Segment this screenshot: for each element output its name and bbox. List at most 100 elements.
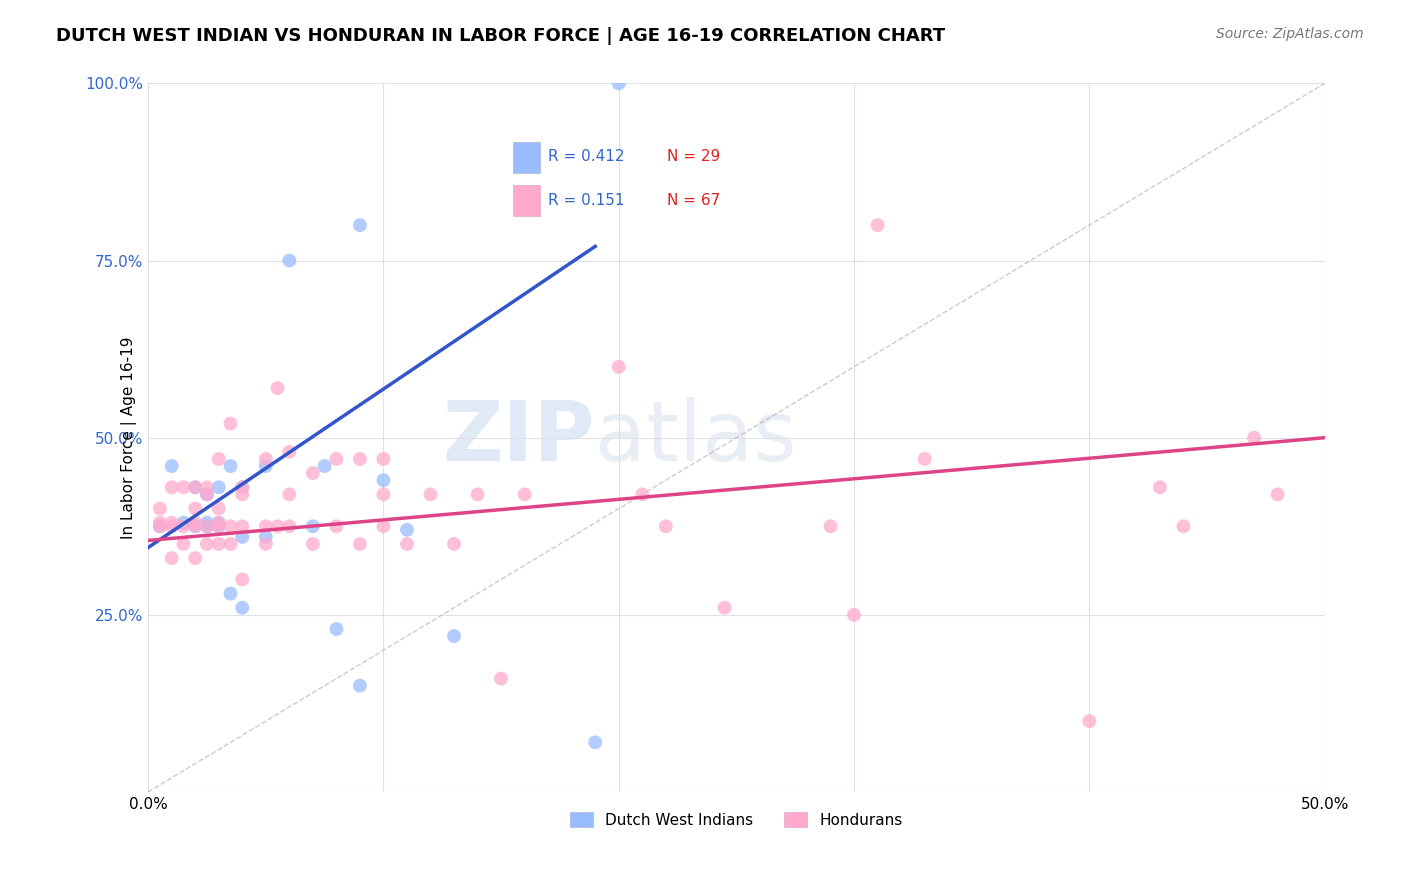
Point — [373, 473, 395, 487]
Point — [278, 445, 301, 459]
Point — [149, 519, 172, 533]
Point — [160, 519, 183, 533]
Point — [208, 501, 231, 516]
Point — [631, 487, 654, 501]
Point — [172, 480, 194, 494]
Point — [184, 480, 207, 494]
Text: atlas: atlas — [595, 397, 797, 478]
Point — [208, 519, 231, 533]
Point — [1149, 480, 1171, 494]
Point — [172, 516, 194, 530]
Point — [1078, 714, 1101, 728]
Point — [373, 519, 395, 533]
Point — [489, 672, 512, 686]
Point — [208, 516, 231, 530]
Text: Source: ZipAtlas.com: Source: ZipAtlas.com — [1216, 27, 1364, 41]
Point — [184, 516, 207, 530]
Point — [820, 519, 842, 533]
Point — [914, 452, 936, 467]
Point — [866, 218, 889, 232]
Point — [231, 519, 253, 533]
Point — [583, 735, 606, 749]
Point — [325, 519, 347, 533]
Point — [172, 519, 194, 533]
Point — [184, 551, 207, 566]
Point — [254, 452, 277, 467]
Point — [254, 537, 277, 551]
Point — [149, 501, 172, 516]
Point — [302, 537, 325, 551]
Point — [160, 551, 183, 566]
Point — [231, 600, 253, 615]
Point — [195, 537, 218, 551]
Point — [607, 77, 630, 91]
Point — [208, 537, 231, 551]
Point — [395, 537, 418, 551]
Point — [254, 458, 277, 473]
Point — [172, 537, 194, 551]
Point — [278, 519, 301, 533]
Point — [373, 487, 395, 501]
Point — [1243, 431, 1265, 445]
Text: ZIP: ZIP — [443, 397, 595, 478]
Point — [160, 480, 183, 494]
Point — [184, 480, 207, 494]
Point — [607, 359, 630, 374]
Point — [254, 519, 277, 533]
Point — [149, 516, 172, 530]
Point — [160, 516, 183, 530]
Point — [325, 622, 347, 636]
Point — [231, 480, 253, 494]
Point — [513, 487, 536, 501]
Point — [208, 452, 231, 467]
Point — [195, 487, 218, 501]
Point — [184, 501, 207, 516]
Point — [713, 600, 735, 615]
Point — [231, 573, 253, 587]
Point — [278, 487, 301, 501]
Point — [184, 519, 207, 533]
Point — [266, 381, 288, 395]
Point — [419, 487, 441, 501]
Point — [302, 466, 325, 480]
Point — [1173, 519, 1195, 533]
Point — [160, 458, 183, 473]
Point — [195, 519, 218, 533]
Point — [325, 452, 347, 467]
Point — [195, 487, 218, 501]
Point — [231, 487, 253, 501]
Y-axis label: In Labor Force | Age 16-19: In Labor Force | Age 16-19 — [121, 336, 136, 539]
Point — [302, 519, 325, 533]
Point — [219, 458, 242, 473]
Point — [443, 629, 465, 643]
Point — [219, 586, 242, 600]
Legend: Dutch West Indians, Hondurans: Dutch West Indians, Hondurans — [564, 805, 908, 834]
Point — [254, 530, 277, 544]
Point — [208, 516, 231, 530]
Point — [231, 480, 253, 494]
Point — [195, 516, 218, 530]
Point — [443, 537, 465, 551]
Point — [184, 519, 207, 533]
Point — [231, 530, 253, 544]
Point — [208, 480, 231, 494]
Point — [373, 452, 395, 467]
Point — [655, 519, 678, 533]
Point — [266, 519, 288, 533]
Point — [219, 537, 242, 551]
Point — [219, 417, 242, 431]
Point — [349, 679, 371, 693]
Point — [349, 452, 371, 467]
Point — [349, 537, 371, 551]
Point — [842, 607, 865, 622]
Point — [195, 519, 218, 533]
Point — [278, 253, 301, 268]
Point — [314, 458, 336, 473]
Point — [467, 487, 489, 501]
Text: DUTCH WEST INDIAN VS HONDURAN IN LABOR FORCE | AGE 16-19 CORRELATION CHART: DUTCH WEST INDIAN VS HONDURAN IN LABOR F… — [56, 27, 945, 45]
Point — [219, 519, 242, 533]
Point — [395, 523, 418, 537]
Point — [1267, 487, 1289, 501]
Point — [349, 218, 371, 232]
Point — [208, 519, 231, 533]
